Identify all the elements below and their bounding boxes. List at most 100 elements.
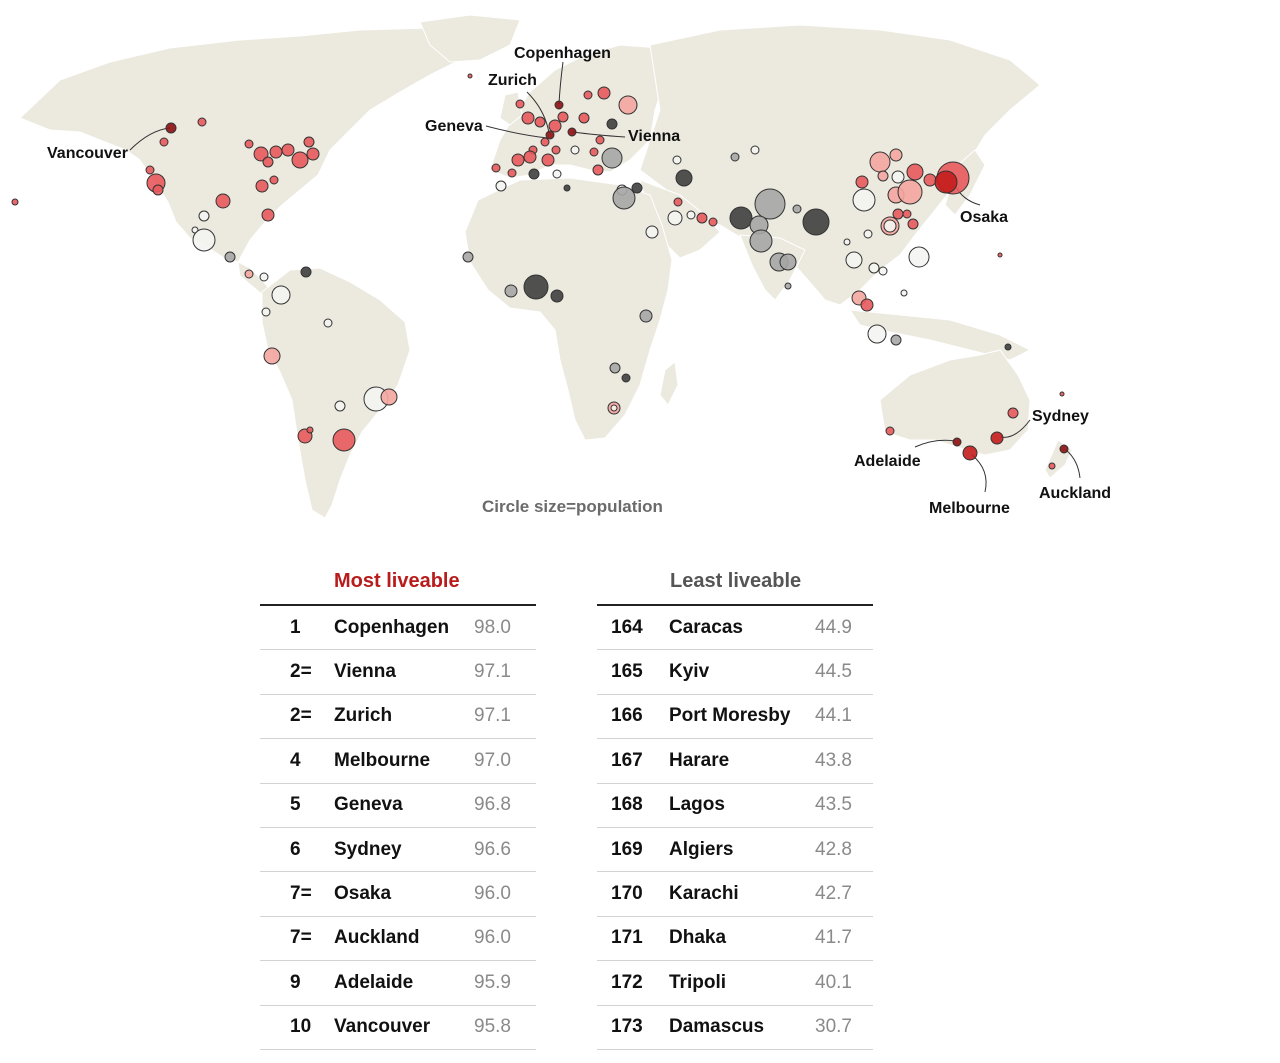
- africa-landmass: [464, 177, 673, 441]
- city-circle: [557, 111, 569, 123]
- city-circle: [380, 388, 398, 406]
- row-city: Vienna: [334, 661, 396, 683]
- row-score: 98.0: [474, 616, 511, 638]
- city-circle: [551, 145, 561, 155]
- city-circle: [897, 179, 923, 205]
- city-circle: [892, 208, 904, 220]
- row-rank: 171: [611, 927, 643, 949]
- city-circle: [610, 404, 618, 412]
- table-row: 1 Copenhagen 98.0: [260, 606, 536, 651]
- row-score: 30.7: [815, 1016, 852, 1038]
- label-melbourne: Melbourne: [929, 500, 1010, 517]
- city-circle: [686, 210, 696, 220]
- map-size-note: Circle size=population: [482, 497, 663, 516]
- city-circle: [885, 426, 895, 436]
- label-vienna: Vienna: [628, 128, 680, 145]
- city-circle: [507, 168, 517, 178]
- city-circle: [869, 151, 891, 173]
- row-score: 97.1: [474, 705, 511, 727]
- city-circle: [334, 400, 346, 412]
- city-circle: [843, 238, 851, 246]
- city-circle: [578, 112, 590, 124]
- row-city: Lagos: [669, 794, 725, 816]
- table-row: 10 Vancouver 95.8: [260, 1006, 536, 1050]
- row-city: Auckland: [334, 927, 420, 949]
- city-circle: [523, 274, 549, 300]
- least-liveable-table: Least liveable 164 Caracas 44.9 165 Kyiv 44.5…: [597, 562, 873, 1050]
- city-circle: [521, 111, 535, 125]
- city-circle: [224, 251, 236, 263]
- city-circle: [889, 148, 903, 162]
- city-circle: [934, 170, 958, 194]
- row-rank: 7=: [290, 883, 312, 905]
- city-circle: [515, 99, 525, 109]
- row-city: Dhaka: [669, 927, 727, 949]
- most-liveable-table: Most liveable 1 Copenhagen 98.0 2= Vienna 97.…: [260, 562, 536, 1050]
- city-circle: [504, 284, 518, 298]
- city-circle: [291, 151, 309, 169]
- city-circle: [511, 153, 525, 167]
- city-circle: [165, 122, 177, 134]
- city-circle: [754, 188, 786, 220]
- table-row: 168 Lagos 43.5: [597, 784, 873, 828]
- table-row: 5 Geneva 96.8: [260, 784, 536, 828]
- row-rank: 5: [290, 794, 301, 816]
- city-circle: [262, 156, 274, 168]
- city-circle: [855, 175, 869, 189]
- city-circle: [152, 184, 164, 196]
- table-row: 169 Algiers 42.8: [597, 828, 873, 873]
- label-geneva: Geneva: [425, 118, 483, 135]
- row-score: 96.8: [474, 794, 511, 816]
- city-circle: [495, 180, 507, 192]
- label-zurich: Zurich: [488, 72, 537, 89]
- least-liveable-rows: 164 Caracas 44.9 165 Kyiv 44.5 166 Port Moresby…: [597, 606, 873, 1050]
- city-circle: [618, 95, 638, 115]
- city-circle: [902, 209, 912, 219]
- row-score: 95.9: [474, 971, 511, 993]
- city-circle: [300, 266, 312, 278]
- table-row: 2= Vienna 97.1: [260, 650, 536, 695]
- city-circle: [306, 426, 314, 434]
- table-row: 173 Damascus 30.7: [597, 1006, 873, 1050]
- city-circle: [845, 251, 863, 269]
- label-vancouver: Vancouver: [47, 145, 128, 162]
- uk-landmass: [499, 91, 523, 126]
- row-city: Algiers: [669, 838, 734, 860]
- row-rank: 164: [611, 616, 643, 638]
- row-score: 97.0: [474, 749, 511, 771]
- city-circle: [900, 289, 908, 297]
- city-circle: [563, 184, 571, 192]
- row-city: Osaka: [334, 883, 392, 905]
- row-rank: 9: [290, 971, 301, 993]
- city-circle: [567, 127, 577, 137]
- row-city: Adelaide: [334, 971, 414, 993]
- city-circle: [631, 182, 643, 194]
- leader-line: [526, 91, 550, 134]
- city-circle: [673, 197, 683, 207]
- city-circle: [997, 252, 1003, 258]
- greenland-landmass: [419, 14, 521, 63]
- row-score: 42.7: [815, 883, 852, 905]
- city-circle: [523, 150, 537, 164]
- row-rank: 7=: [290, 927, 312, 949]
- table-row: 167 Harare 43.8: [597, 739, 873, 784]
- most-liveable-rows: 1 Copenhagen 98.0 2= Vienna 97.1 2= Zurich 97.1 4…: [260, 606, 536, 1050]
- city-circle: [645, 225, 659, 239]
- city-circle: [263, 347, 281, 365]
- city-circle: [708, 217, 718, 227]
- city-circle: [730, 152, 740, 162]
- row-rank: 166: [611, 705, 643, 727]
- city-circle: [667, 210, 683, 226]
- city-circle: [606, 118, 618, 130]
- row-score: 43.5: [815, 794, 852, 816]
- new-zealand-landmass: [1044, 439, 1073, 479]
- city-circle: [597, 86, 611, 100]
- row-city: Harare: [669, 749, 730, 771]
- city-circle: [750, 145, 760, 155]
- row-city: Copenhagen: [334, 616, 450, 638]
- land-masses: [19, 14, 1073, 519]
- city-circle: [540, 137, 550, 147]
- city-circle: [675, 169, 693, 187]
- row-score: 97.1: [474, 661, 511, 683]
- city-circle: [197, 117, 207, 127]
